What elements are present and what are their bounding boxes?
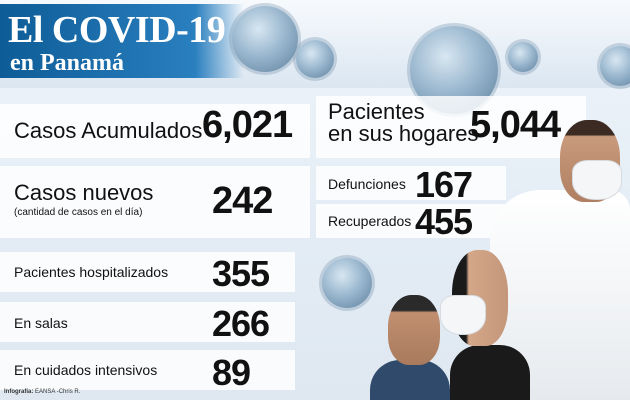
man-left-face [388, 295, 440, 365]
man-left-shirt [370, 360, 450, 400]
virus-icon [296, 40, 334, 78]
woman-top [450, 345, 530, 400]
recuperados-label: Recuperados [328, 213, 412, 229]
casos-nuevos-sublabel: (cantidad de casos en el día) [14, 207, 143, 218]
en-salas-label: En salas [14, 315, 68, 331]
people-photo [300, 100, 630, 400]
recuperados-value: 455 [415, 201, 473, 242]
credit-prefix: Infografía: [4, 389, 34, 395]
casos-nuevos-label: Casos nuevos [14, 180, 154, 205]
credit: Infografía: EANSA -Chris R. [4, 389, 80, 395]
casos-nuevos-value: 242 [212, 180, 273, 222]
panel-defunciones [316, 166, 506, 200]
face-mask [572, 160, 622, 200]
defunciones-value: 167 [415, 164, 473, 205]
panel-casos-nuevos [0, 166, 310, 238]
casos-acumulados-value: 6,021 [202, 104, 293, 146]
pacientes-hogares-label-1: Pacientes [328, 99, 425, 124]
hospitalizados-label: Pacientes hospitalizados [14, 264, 169, 280]
panel-pacientes-hogares [316, 96, 586, 158]
virus-icon [600, 46, 630, 86]
casos-acumulados-label: Casos Acumulados [14, 118, 203, 143]
virus-icon [508, 42, 538, 72]
virus-icon [232, 6, 298, 72]
virus-icon [322, 258, 372, 308]
subtitle: en Panamá [10, 50, 124, 76]
cuidados-intensivos-label: En cuidados intensivos [14, 362, 158, 378]
pacientes-hogares-label-2: en sus hogares [328, 121, 479, 146]
pacientes-hogares-value: 5,044 [470, 104, 561, 146]
header-banner: El COVID-19 en Panamá [0, 0, 630, 114]
title: El COVID-19 [8, 9, 226, 51]
panel-cuidados-intensivos [0, 350, 295, 390]
panel-casos-acumulados [0, 104, 310, 158]
title-box: El COVID-19 en Panamá [0, 4, 244, 78]
hospitalizados-value: 355 [212, 253, 270, 294]
defunciones-label: Defunciones [328, 176, 406, 192]
panel-hospitalizados [0, 252, 295, 292]
face-mask [440, 295, 486, 335]
panel-recuperados [316, 204, 506, 238]
en-salas-value: 266 [212, 303, 270, 344]
panel-en-salas [0, 302, 295, 342]
cuidados-intensivos-value: 89 [212, 352, 251, 393]
credit-text: EANSA -Chris R. [35, 389, 81, 395]
